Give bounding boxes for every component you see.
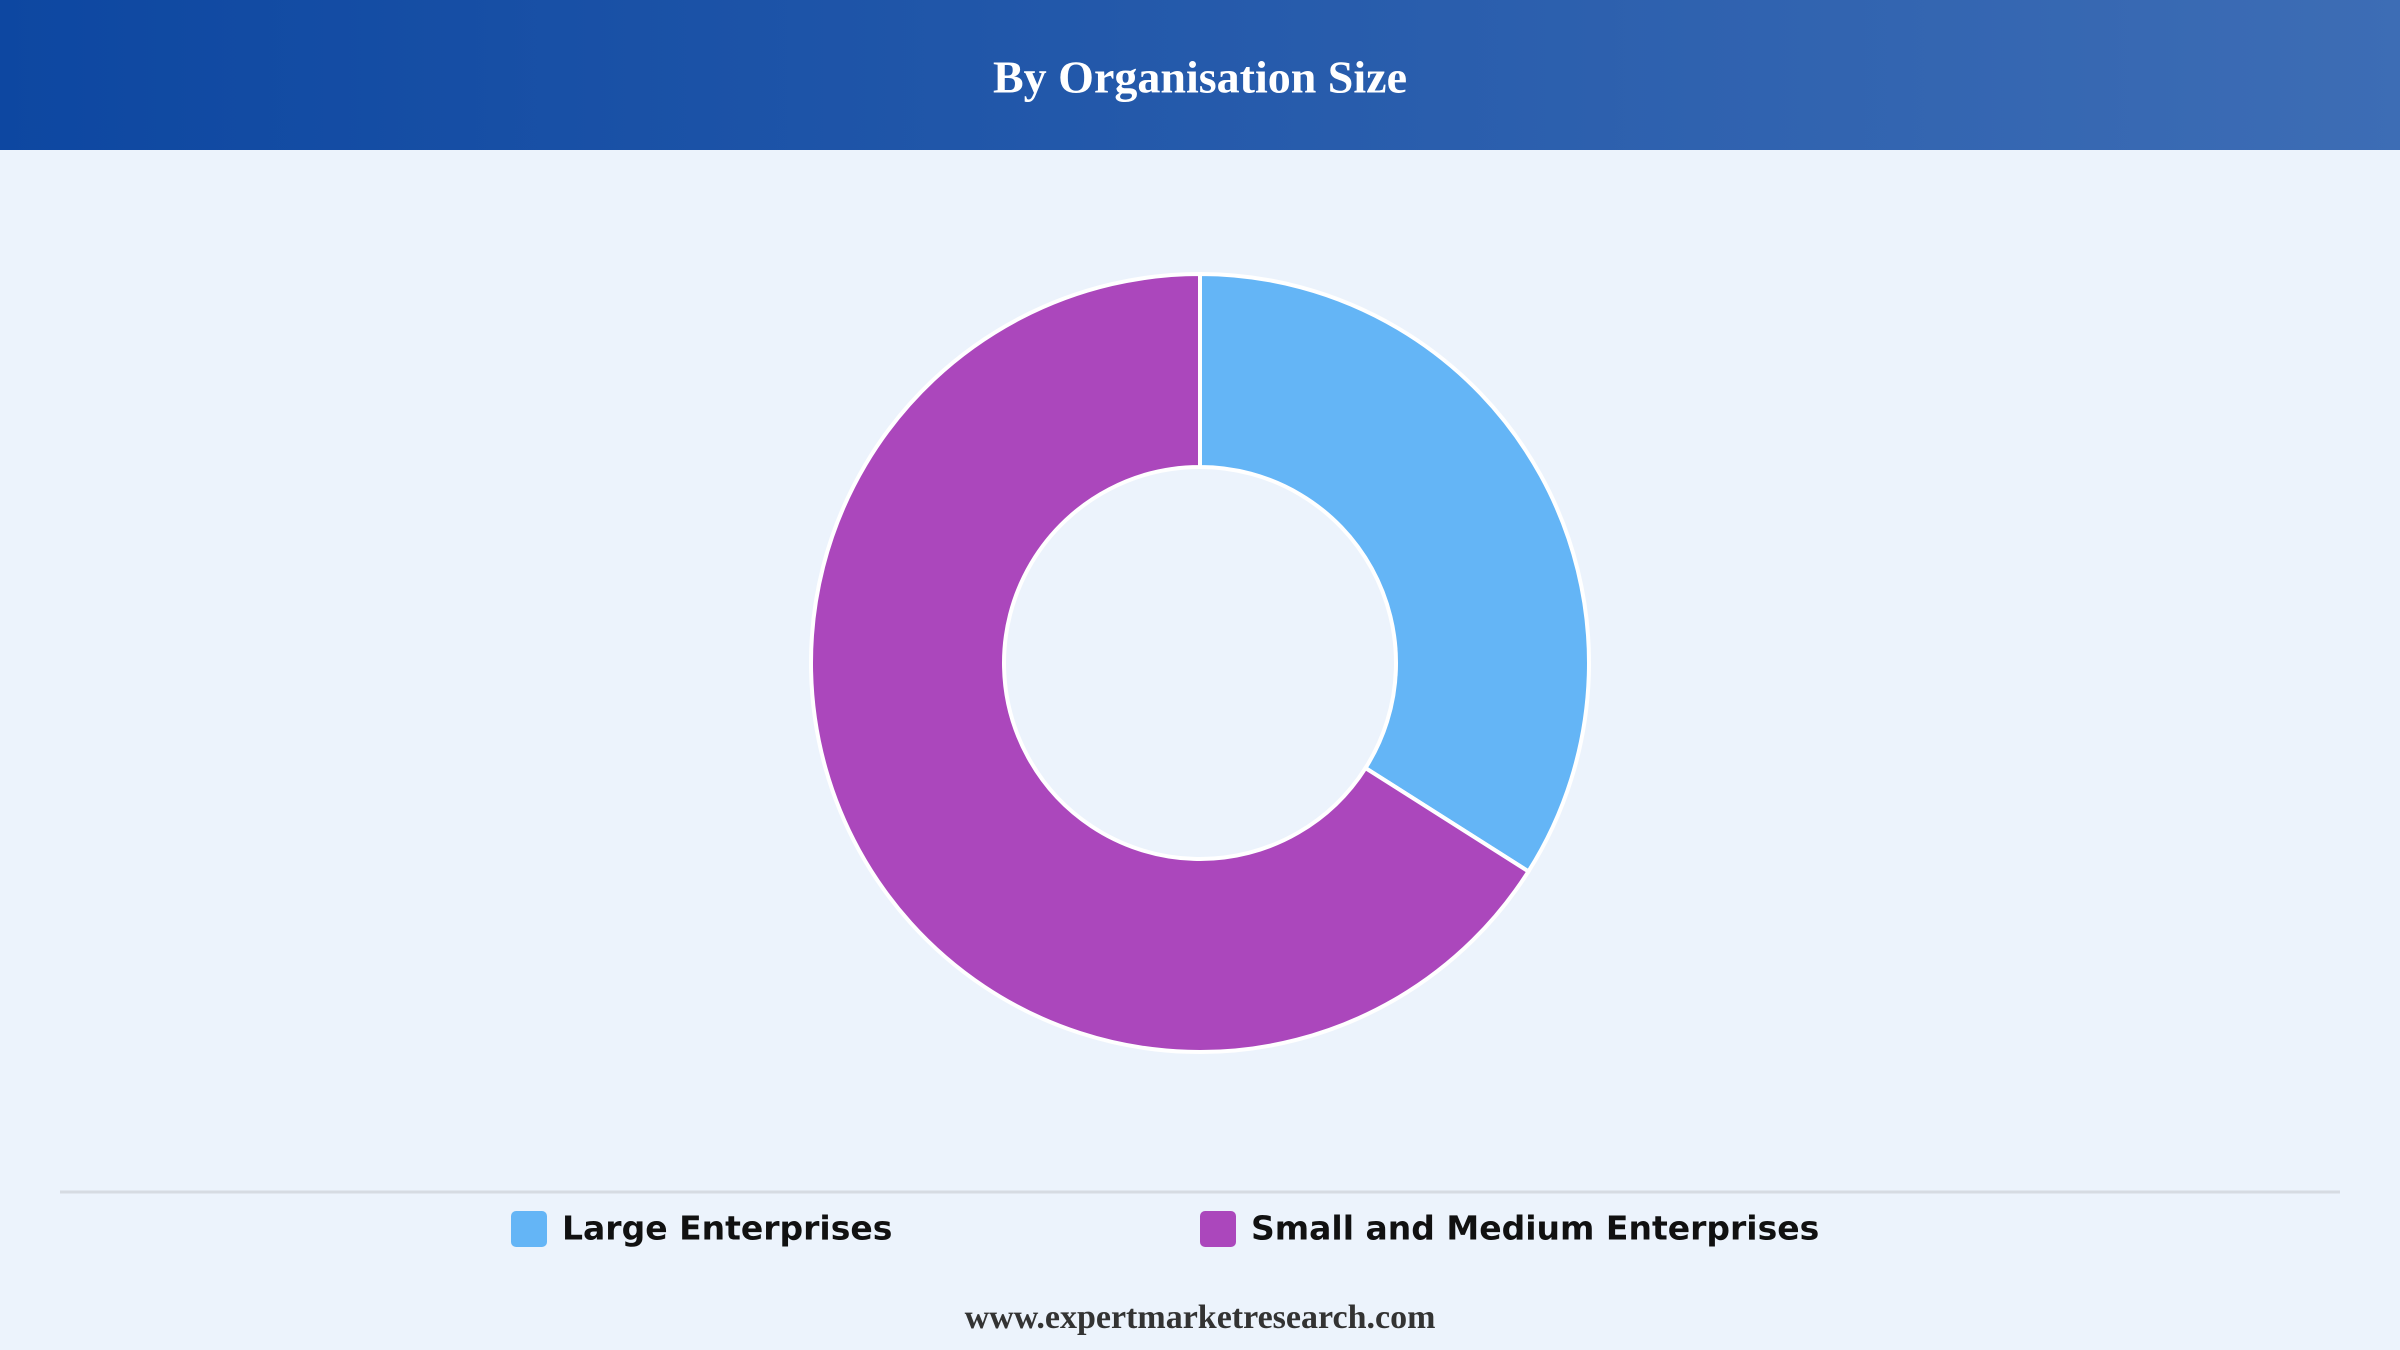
footer-source: www.expertmarketresearch.com	[965, 1299, 1436, 1336]
header-bar	[0, 0, 2400, 150]
donut-slice	[1198, 271, 1591, 875]
chart-title: By Organisation Size	[993, 52, 1407, 103]
legend-label: Large Enterprises	[562, 1209, 892, 1248]
donut-slice	[809, 271, 1532, 1054]
legend-swatch	[511, 1211, 547, 1247]
legend: Large Enterprises Small and Medium Enterp…	[511, 1209, 1819, 1248]
legend-swatch	[1200, 1211, 1236, 1247]
plot	[809, 271, 1591, 1054]
legend-label: Small and Medium Enterprises	[1251, 1209, 1819, 1248]
